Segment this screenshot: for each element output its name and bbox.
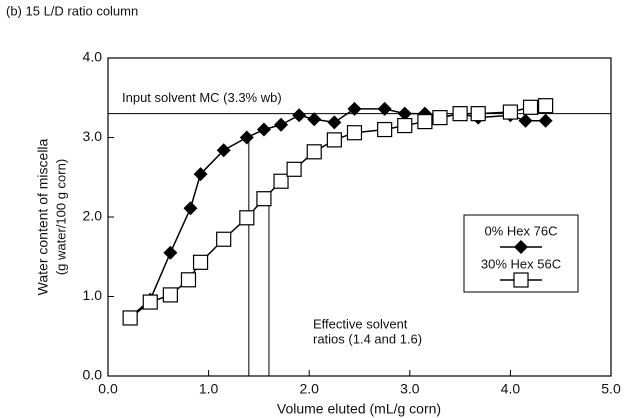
y-axis-label: (g water/100 g corn)	[53, 159, 68, 275]
legend-label: 0% Hex 76C	[485, 223, 558, 238]
x-tick-label: 3.0	[400, 381, 420, 397]
marker	[142, 294, 158, 310]
marker	[417, 113, 433, 130]
y-tick-label: 0.0	[83, 367, 103, 383]
marker	[347, 101, 362, 116]
marker	[538, 113, 553, 128]
x-tick-label: 1.0	[199, 381, 219, 397]
marker	[216, 143, 231, 158]
marker	[193, 167, 208, 182]
marker	[216, 231, 232, 247]
marker	[326, 132, 342, 148]
marker	[122, 310, 138, 326]
marker	[239, 130, 254, 145]
series-line	[129, 104, 546, 319]
marker	[162, 287, 178, 303]
marker	[346, 125, 363, 141]
marker	[452, 106, 468, 122]
marker	[397, 117, 413, 134]
annotation: Input solvent MC (3.3% wb)	[122, 90, 282, 105]
x-tick-label: 0.0	[98, 381, 118, 397]
marker	[502, 104, 518, 120]
series-line	[129, 108, 546, 318]
x-tick-label: 4.0	[501, 381, 521, 397]
x-tick-label: 5.0	[601, 381, 621, 397]
marker	[273, 173, 289, 189]
marker	[180, 272, 197, 288]
x-tick-label: 2.0	[299, 381, 319, 397]
marker	[377, 101, 392, 116]
marker	[274, 117, 289, 132]
legend-label: 30% Hex 56C	[481, 256, 561, 271]
marker	[522, 99, 539, 115]
marker	[470, 106, 486, 122]
marker	[327, 115, 342, 130]
legend-marker	[513, 272, 529, 288]
marker	[377, 121, 393, 138]
legend-marker	[514, 240, 528, 254]
marker	[183, 201, 198, 216]
marker	[432, 110, 448, 126]
marker	[256, 122, 271, 137]
y-tick-label: 3.0	[83, 128, 103, 144]
marker	[256, 191, 272, 207]
marker	[239, 210, 255, 226]
marker	[518, 113, 533, 128]
marker	[397, 106, 412, 121]
marker	[163, 245, 178, 260]
y-tick-label: 1.0	[83, 287, 103, 303]
marker	[538, 98, 554, 114]
annotation: ratios (1.4 and 1.6)	[313, 331, 422, 346]
annotation: Effective solvent	[313, 316, 408, 331]
marker	[292, 108, 307, 123]
y-tick-label: 4.0	[83, 49, 103, 65]
marker	[306, 144, 322, 160]
chart-title: (b) 15 L/D ratio column	[6, 3, 138, 18]
marker	[307, 112, 322, 127]
y-tick-label: 2.0	[83, 208, 103, 224]
y-axis-label: Water content of miscella	[35, 138, 51, 295]
marker	[192, 254, 209, 270]
x-axis-label: Volume eluted (mL/g corn)	[277, 401, 441, 417]
marker	[286, 161, 302, 177]
